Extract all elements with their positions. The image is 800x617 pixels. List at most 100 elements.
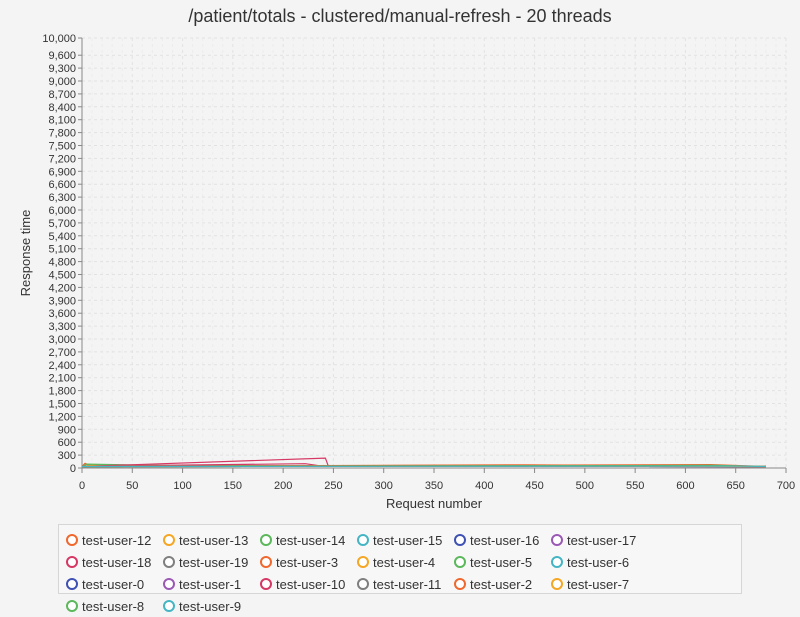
legend-item-test-user-12[interactable]: test-user-12 (63, 529, 160, 551)
x-tick-label: 50 (126, 480, 138, 492)
legend-label: test-user-0 (82, 577, 144, 592)
legend-item-test-user-7[interactable]: test-user-7 (548, 573, 645, 595)
legend-swatch (163, 600, 175, 612)
legend-swatch (66, 600, 78, 612)
x-tick-label: 350 (425, 480, 443, 492)
legend-item-test-user-16[interactable]: test-user-16 (451, 529, 548, 551)
y-tick-label: 3,000 (48, 334, 76, 346)
x-tick-label: 0 (79, 480, 85, 492)
legend-label: test-user-6 (567, 555, 629, 570)
tick-labels: 03006009001,2001,5001,8002,1002,4002,700… (42, 33, 795, 492)
legend-swatch (260, 578, 272, 590)
legend-item-test-user-18[interactable]: test-user-18 (63, 551, 160, 573)
legend-label: test-user-10 (276, 577, 345, 592)
legend-label: test-user-12 (82, 533, 151, 548)
legend-label: test-user-3 (276, 555, 338, 570)
legend-swatch (66, 534, 78, 546)
y-tick-label: 6,300 (48, 192, 76, 204)
y-tick-label: 6,600 (48, 179, 76, 191)
x-tick-label: 100 (173, 480, 191, 492)
legend-swatch (260, 556, 272, 568)
legend-swatch (454, 578, 466, 590)
legend-item-test-user-0[interactable]: test-user-0 (63, 573, 160, 595)
y-tick-label: 6,000 (48, 205, 76, 217)
legend-item-test-user-11[interactable]: test-user-11 (354, 573, 451, 595)
legend-label: test-user-5 (470, 555, 532, 570)
y-tick-label: 2,100 (48, 373, 76, 385)
x-tick-label: 700 (777, 480, 795, 492)
legend-item-test-user-14[interactable]: test-user-14 (257, 529, 354, 551)
legend-swatch (357, 578, 369, 590)
legend-label: test-user-17 (567, 533, 636, 548)
legend-item-test-user-2[interactable]: test-user-2 (451, 573, 548, 595)
legend-swatch (163, 534, 175, 546)
y-tick-label: 8,700 (48, 89, 76, 101)
legend-label: test-user-18 (82, 555, 151, 570)
x-tick-label: 500 (576, 480, 594, 492)
x-tick-label: 150 (224, 480, 242, 492)
legend-label: test-user-7 (567, 577, 629, 592)
x-tick-label: 650 (727, 480, 745, 492)
y-tick-label: 5,400 (48, 231, 76, 243)
y-tick-label: 9,600 (48, 50, 76, 62)
y-tick-label: 10,000 (42, 33, 76, 45)
y-tick-label: 5,100 (48, 244, 76, 256)
axes (78, 38, 786, 473)
legend-item-test-user-5[interactable]: test-user-5 (451, 551, 548, 573)
y-tick-label: 4,500 (48, 270, 76, 282)
legend: test-user-12 test-user-13 test-user-14 test… (58, 524, 742, 594)
legend-swatch (454, 534, 466, 546)
grid (82, 38, 786, 468)
legend-item-test-user-10[interactable]: test-user-10 (257, 573, 354, 595)
legend-label: test-user-16 (470, 533, 539, 548)
legend-item-test-user-4[interactable]: test-user-4 (354, 551, 451, 573)
y-tick-label: 1,500 (48, 399, 76, 411)
x-tick-label: 400 (475, 480, 493, 492)
y-tick-label: 8,100 (48, 115, 76, 127)
legend-item-test-user-6[interactable]: test-user-6 (548, 551, 645, 573)
legend-item-test-user-13[interactable]: test-user-13 (160, 529, 257, 551)
y-tick-label: 6,900 (48, 166, 76, 178)
y-tick-label: 5,700 (48, 218, 76, 230)
legend-item-test-user-17[interactable]: test-user-17 (548, 529, 645, 551)
y-tick-label: 900 (58, 424, 76, 436)
legend-swatch (66, 556, 78, 568)
legend-swatch (66, 578, 78, 590)
legend-label: test-user-14 (276, 533, 345, 548)
y-tick-label: 2,400 (48, 360, 76, 372)
y-tick-label: 1,200 (48, 411, 76, 423)
legend-item-test-user-1[interactable]: test-user-1 (160, 573, 257, 595)
legend-label: test-user-8 (82, 599, 144, 614)
y-tick-label: 300 (58, 450, 76, 462)
y-tick-label: 8,400 (48, 102, 76, 114)
y-tick-label: 3,600 (48, 308, 76, 320)
legend-label: test-user-9 (179, 599, 241, 614)
legend-item-test-user-15[interactable]: test-user-15 (354, 529, 451, 551)
legend-swatch (357, 556, 369, 568)
y-tick-label: 9,000 (48, 76, 76, 88)
y-tick-label: 9,300 (48, 63, 76, 75)
y-tick-label: 7,800 (48, 128, 76, 140)
response-time-chart: 03006009001,2001,5001,8002,1002,4002,700… (0, 0, 800, 600)
legend-label: test-user-15 (373, 533, 442, 548)
legend-label: test-user-4 (373, 555, 435, 570)
legend-label: test-user-19 (179, 555, 248, 570)
legend-swatch (163, 578, 175, 590)
y-tick-label: 600 (58, 437, 76, 449)
legend-label: test-user-2 (470, 577, 532, 592)
y-axis-title: Response time (18, 210, 33, 297)
legend-item-test-user-19[interactable]: test-user-19 (160, 551, 257, 573)
legend-item-test-user-9[interactable]: test-user-9 (160, 595, 257, 617)
legend-item-test-user-3[interactable]: test-user-3 (257, 551, 354, 573)
y-tick-label: 4,800 (48, 257, 76, 269)
x-tick-label: 450 (525, 480, 543, 492)
legend-item-test-user-8[interactable]: test-user-8 (63, 595, 160, 617)
x-tick-label: 600 (676, 480, 694, 492)
x-tick-label: 200 (274, 480, 292, 492)
legend-swatch (357, 534, 369, 546)
legend-swatch (454, 556, 466, 568)
y-tick-label: 7,500 (48, 141, 76, 153)
legend-label: test-user-13 (179, 533, 248, 548)
legend-label: test-user-1 (179, 577, 241, 592)
legend-swatch (260, 534, 272, 546)
